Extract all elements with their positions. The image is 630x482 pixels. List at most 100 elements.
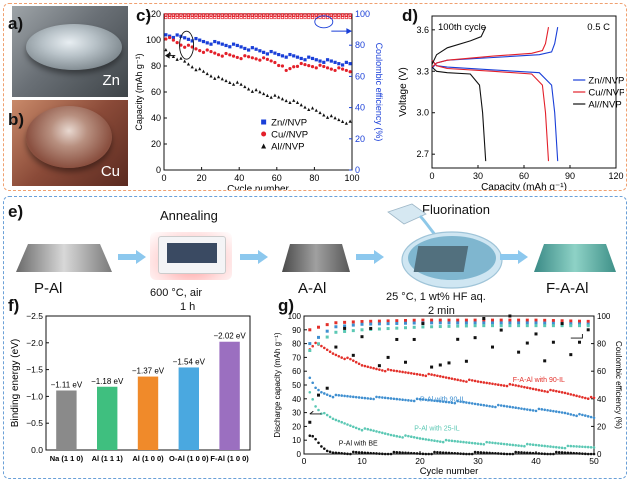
red-series-point <box>395 369 399 373</box>
data-point <box>273 51 277 55</box>
green-series-point <box>470 441 474 445</box>
ce-square <box>508 318 512 322</box>
ce-square <box>560 324 564 328</box>
data-point <box>277 95 281 99</box>
ce-point <box>322 15 326 20</box>
green-series-point <box>383 432 387 435</box>
black-series-point <box>534 452 538 455</box>
red-series-point <box>453 377 457 381</box>
blue-series-point <box>549 409 552 413</box>
data-point <box>183 36 187 40</box>
data-point <box>262 91 266 96</box>
black-series-point <box>354 450 358 454</box>
blue-series-point <box>482 403 486 407</box>
ce-point <box>171 15 175 20</box>
red-series-point <box>470 379 474 382</box>
black-series-point <box>424 452 428 456</box>
zn-charge-curve <box>431 27 559 69</box>
ce-square <box>404 318 407 322</box>
f-a-al-plate <box>534 244 616 272</box>
green-series-point <box>363 427 367 430</box>
a-al-plate <box>282 244 350 272</box>
blue-series-point <box>441 400 445 403</box>
ce-square <box>586 324 590 328</box>
blue-series-point <box>314 386 317 390</box>
data-point <box>243 84 247 89</box>
black-series-point <box>549 452 552 456</box>
ce-square <box>464 359 468 363</box>
blue-series-point <box>552 409 555 413</box>
ce-point <box>224 15 228 20</box>
data-point <box>254 47 258 51</box>
x-tick-label: 60 <box>272 173 282 183</box>
blue-series-point <box>488 404 491 408</box>
ce-point <box>198 15 202 20</box>
ce-square <box>482 321 486 325</box>
red-series-point <box>357 362 361 366</box>
data-point <box>194 68 198 72</box>
ce-square <box>334 325 338 329</box>
ce-square <box>351 323 355 327</box>
bar <box>56 390 77 450</box>
ce-point <box>209 15 213 20</box>
data-point <box>231 82 236 86</box>
data-point <box>310 56 315 61</box>
black-series-point <box>421 452 425 456</box>
bar-value-label: −1.54 eV <box>173 357 206 366</box>
blue-series-point <box>589 415 593 419</box>
black-series-point <box>508 452 512 456</box>
y-tick-label: 60 <box>151 87 161 97</box>
red-series-point <box>491 382 494 386</box>
blue-series-point <box>372 397 375 401</box>
data-point <box>186 43 191 47</box>
black-series-point <box>340 452 343 455</box>
red-series-point <box>360 364 364 367</box>
zn-discharge-curve <box>431 59 559 162</box>
black-series-point <box>412 452 416 455</box>
black-series-point <box>569 451 573 455</box>
y-tick-label: 20 <box>292 422 301 431</box>
ce-point <box>265 15 269 20</box>
red-series-point <box>482 381 486 384</box>
data-point <box>314 58 318 62</box>
ce-square <box>534 324 538 328</box>
data-point <box>299 103 303 107</box>
ce-square <box>438 363 442 367</box>
ce-square <box>491 321 494 325</box>
ce-square <box>482 318 486 322</box>
data-point <box>213 76 217 80</box>
data-point <box>325 115 330 119</box>
data-point <box>220 77 224 81</box>
ce-point <box>269 15 273 20</box>
ce-square <box>325 386 329 390</box>
green-series-point <box>473 442 477 445</box>
green-series-point <box>398 435 401 439</box>
ce-square <box>421 325 425 329</box>
data-point <box>201 39 206 44</box>
data-point <box>216 75 221 79</box>
y-tick-label: 3.6 <box>416 25 429 35</box>
data-point <box>341 63 345 67</box>
green-series-point <box>436 439 439 443</box>
data-point <box>205 48 209 52</box>
red-series-point <box>366 365 370 369</box>
ce-square <box>499 328 503 332</box>
data-point <box>186 62 191 66</box>
ce-point <box>292 15 296 20</box>
data-point <box>292 98 296 102</box>
y2-axis-label: Coulombic efficiency (%) <box>614 341 623 429</box>
blue-series-point <box>383 396 387 400</box>
green-series-point <box>459 440 462 444</box>
ce-square <box>325 323 329 327</box>
green-series-point <box>462 440 465 444</box>
ce-square <box>360 320 364 324</box>
green-series-point <box>499 442 503 446</box>
data-point <box>273 60 277 65</box>
data-point <box>307 107 311 112</box>
ce-square <box>508 314 512 318</box>
blue-series-point <box>389 397 393 400</box>
black-series-point <box>552 452 555 456</box>
red-series-point <box>340 356 343 359</box>
ce-square <box>317 393 320 397</box>
green-series-point <box>491 441 494 445</box>
